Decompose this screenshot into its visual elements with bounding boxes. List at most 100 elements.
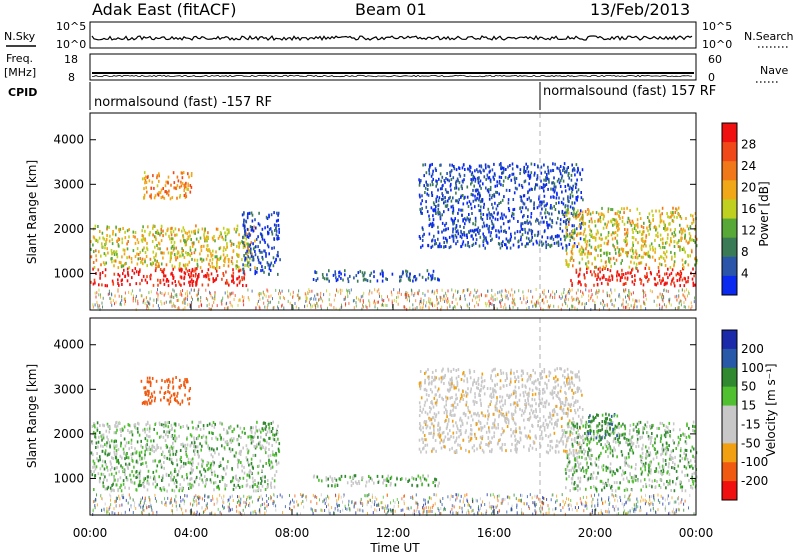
power-echo-cell [616,270,619,274]
power-echo-cell [658,275,660,278]
power-echo-cell [254,266,256,270]
power-echo-cell [625,282,627,285]
power-echo-cell [654,258,656,262]
power-echo-cell [142,225,144,229]
power-echo-cell [592,211,594,215]
power-echo-cell [261,250,263,254]
power-echo-cell [132,234,135,238]
power-echo-cell [629,221,632,225]
power-echo-cell [610,220,613,224]
power-noise-cell [119,302,121,306]
velocity-echo-cell [103,424,105,428]
power-echo-cell [452,222,454,226]
colorbar-tick-label: 16 [741,202,756,216]
power-noise-cell [267,299,269,303]
velocity-echo-cell [186,437,188,441]
power-echo-cell [135,270,138,274]
power-echo-cell [149,275,151,278]
power-echo-cell [174,227,177,231]
power-echo-cell [122,227,124,230]
velocity-echo-cell [225,472,227,476]
power-noise-cell [100,295,101,299]
velocity-echo-cell [201,478,203,482]
power-echo-cell [522,201,525,205]
power-echo-cell [470,178,472,182]
power-echo-cell [448,196,450,200]
power-echo-cell [645,244,647,248]
power-noise-cell [146,303,148,307]
power-echo-cell [224,260,226,264]
power-noise-cell [583,292,584,296]
power-echo-cell [428,232,431,236]
velocity-echo-cell [96,452,98,455]
power-echo-cell [534,185,536,189]
power-noise-cell [320,297,322,301]
power-noise-cell [257,302,258,306]
power-echo-cell [483,175,486,179]
velocity-echo-cell [252,426,254,430]
power-noise-cell [434,304,436,308]
power-echo-cell [466,216,469,220]
power-echo-cell [268,215,270,219]
power-echo-cell [486,188,489,192]
power-echo-cell [585,262,587,266]
power-echo-cell [642,244,645,248]
power-echo-cell [267,245,270,249]
velocity-echo-cell [271,477,274,481]
power-noise-cell [171,295,173,299]
power-echo-cell [693,239,695,242]
power-noise-cell [432,289,434,293]
power-echo-cell [665,250,668,254]
power-noise-cell [553,304,555,308]
power-echo-cell [571,248,573,251]
velocity-echo-cell [207,468,209,472]
power-noise-cell [94,303,96,307]
power-noise-cell [442,298,444,301]
velocity-echo-cell [235,478,238,481]
power-echo-cell [478,244,481,248]
power-echo-cell [537,218,539,222]
power-echo-cell [663,246,666,250]
power-echo-cell [196,267,198,271]
power-noise-cell [577,297,579,301]
power-echo-cell [206,238,208,242]
power-echo-cell [603,251,606,255]
velocity-echo-cell [214,473,216,477]
velocity-echo-cell [115,449,118,453]
power-echo-cell [205,274,208,278]
power-echo-cell [409,272,411,276]
velocity-echo-cell [171,447,174,450]
power-echo-cell [199,266,202,270]
nsky-label: N.Sky [4,30,36,43]
power-echo-cell [493,162,495,166]
power-echo-cell [607,278,609,282]
velocity-echo-cell [421,483,423,487]
velocity-echo-cell [277,437,279,441]
power-echo-cell [442,183,444,187]
power-echo-cell [155,263,157,267]
power-echo-cell [668,215,671,219]
power-noise-cell [554,292,556,296]
power-echo-cell [566,210,568,214]
power-echo-cell [582,232,585,236]
power-echo-cell [430,274,432,278]
power-echo-cell [500,200,502,204]
power-echo-cell [629,209,631,212]
power-echo-cell [540,203,542,207]
velocity-echo-cell [329,475,332,479]
power-noise-cell [429,301,431,305]
power-echo-cell [612,218,615,221]
velocity-echo-cell [267,454,270,458]
power-echo-cell [188,175,190,179]
velocity-echo-cell [115,425,118,429]
power-echo-cell [582,215,584,219]
power-echo-cell [626,276,629,280]
power-noise-cell [461,306,462,310]
velocity-echo-cell [237,465,239,469]
power-echo-cell [105,242,107,246]
power-echo-cell [568,263,570,267]
velocity-echo-layer [90,367,698,516]
power-echo-cell [662,220,665,224]
power-echo-cell [541,202,543,206]
